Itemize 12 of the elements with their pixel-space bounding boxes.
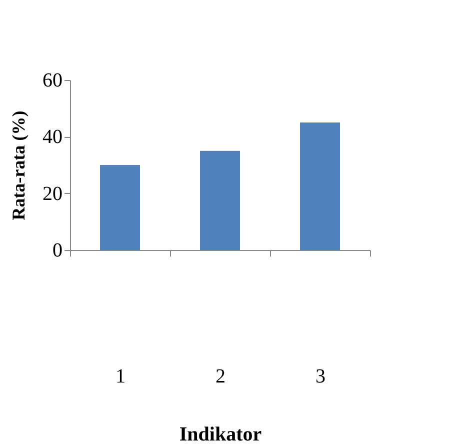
bar <box>300 122 340 250</box>
y-axis-title: Rata-rata (%) <box>8 110 28 220</box>
y-tick-label: 20 <box>42 182 62 205</box>
x-axis-title: Indikator <box>179 424 262 446</box>
x-tick-label: 2 <box>216 366 226 388</box>
x-tick-label: 1 <box>116 366 126 388</box>
x-tick-label: 3 <box>316 366 326 388</box>
bar <box>100 165 140 250</box>
y-tick-label: 60 <box>42 70 62 92</box>
y-tick-label: 40 <box>42 126 62 148</box>
bar <box>200 150 240 250</box>
y-tick-label: 0 <box>52 240 62 262</box>
